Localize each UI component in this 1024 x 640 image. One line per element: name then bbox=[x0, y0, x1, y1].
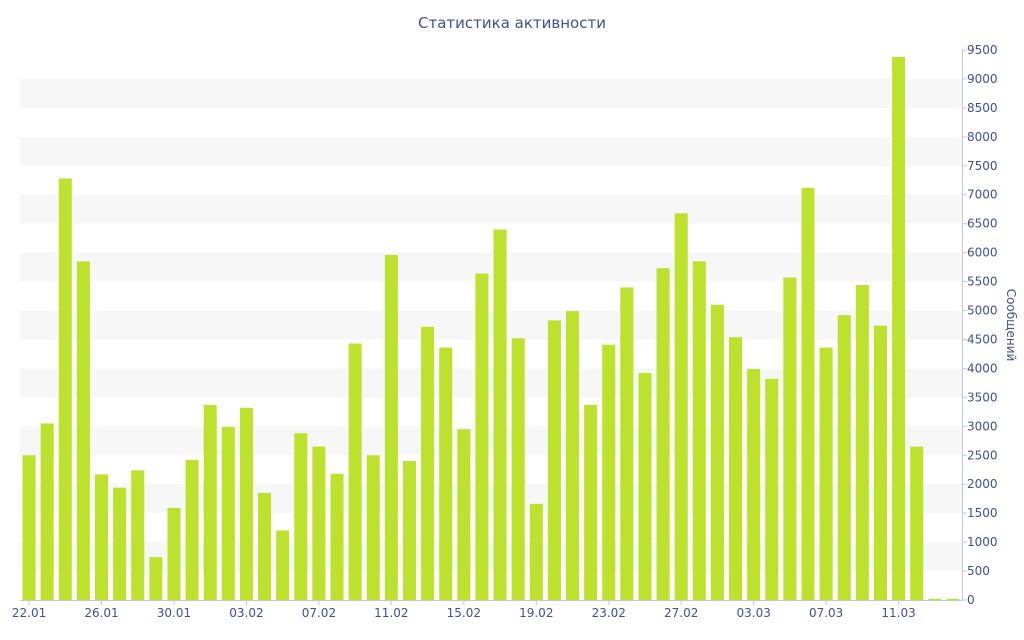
y-tick-label: 3500 bbox=[967, 390, 998, 404]
bar bbox=[511, 338, 525, 600]
bar bbox=[892, 56, 906, 600]
chart-title: Статистика активности bbox=[418, 14, 606, 32]
grid-band bbox=[20, 252, 962, 282]
y-tick-label: 8000 bbox=[967, 130, 998, 144]
y-tick-label: 5500 bbox=[967, 275, 998, 289]
grid-band bbox=[20, 194, 962, 224]
bar bbox=[692, 261, 706, 600]
x-tick-label: 03.03 bbox=[736, 606, 770, 620]
bar bbox=[656, 268, 670, 600]
x-tick-label: 22.01 bbox=[12, 606, 46, 620]
bar bbox=[167, 507, 181, 600]
bar bbox=[384, 254, 398, 600]
y-tick-label: 3000 bbox=[967, 419, 998, 433]
bar bbox=[95, 474, 109, 600]
grid-band bbox=[20, 310, 962, 340]
x-tick-label: 11.02 bbox=[374, 606, 408, 620]
bar bbox=[348, 343, 362, 600]
bar bbox=[421, 326, 435, 600]
grid-band bbox=[20, 136, 962, 166]
bar-series bbox=[22, 56, 960, 601]
bar bbox=[946, 598, 960, 600]
x-tick-label: 27.02 bbox=[664, 606, 698, 620]
y-tick-label: 1500 bbox=[967, 506, 998, 520]
bar bbox=[113, 487, 127, 600]
grid-band bbox=[20, 78, 962, 108]
y-tick-label: 9000 bbox=[967, 72, 998, 86]
bar bbox=[239, 407, 253, 600]
bar bbox=[837, 315, 851, 600]
y-tick-label: 6000 bbox=[967, 246, 998, 260]
bar bbox=[783, 277, 797, 600]
bar bbox=[765, 378, 779, 600]
bar bbox=[855, 285, 869, 600]
bar bbox=[928, 598, 942, 600]
bar bbox=[584, 404, 598, 600]
bar bbox=[22, 455, 36, 600]
x-tick-label: 03.02 bbox=[229, 606, 263, 620]
x-tick-label: 07.03 bbox=[809, 606, 843, 620]
y-tick-label: 6500 bbox=[967, 217, 998, 231]
bar bbox=[439, 347, 453, 600]
bar bbox=[566, 311, 580, 600]
bar bbox=[529, 503, 543, 600]
bar bbox=[457, 429, 471, 600]
bar bbox=[620, 287, 634, 600]
y-tick-label: 500 bbox=[967, 564, 990, 578]
bar bbox=[493, 229, 507, 600]
bar bbox=[729, 337, 743, 600]
y-tick-label: 8500 bbox=[967, 101, 998, 115]
bar bbox=[294, 433, 308, 600]
x-tick-label: 26.01 bbox=[84, 606, 118, 620]
bar bbox=[258, 492, 272, 600]
bar bbox=[475, 273, 489, 600]
bar bbox=[638, 373, 652, 600]
x-axis: 22.01 26.01 30.01 03.02 07.02 11.02 15.02 19.02… bbox=[12, 600, 916, 620]
bar bbox=[602, 344, 616, 600]
y-tick-label: 5000 bbox=[967, 304, 998, 318]
bar bbox=[203, 404, 217, 600]
bar bbox=[402, 461, 416, 600]
y-tick-label: 0 bbox=[967, 593, 975, 607]
bar bbox=[221, 426, 235, 600]
bar bbox=[185, 459, 199, 600]
bar bbox=[276, 530, 290, 600]
bar bbox=[58, 178, 72, 600]
x-tick-label: 23.02 bbox=[592, 606, 626, 620]
bar bbox=[330, 473, 344, 600]
bar bbox=[40, 423, 54, 600]
y-tick-label: 7000 bbox=[967, 188, 998, 202]
x-tick-label: 07.02 bbox=[302, 606, 336, 620]
y-tick-label: 9500 bbox=[967, 43, 998, 57]
x-tick-label: 19.02 bbox=[519, 606, 553, 620]
y-tick-label: 4500 bbox=[967, 332, 998, 346]
y-tick-label: 7500 bbox=[967, 159, 998, 173]
y-tick-label: 2000 bbox=[967, 477, 998, 491]
y-tick-label: 1000 bbox=[967, 535, 998, 549]
bar bbox=[747, 369, 761, 600]
bar bbox=[366, 455, 380, 600]
x-tick-label: 15.02 bbox=[447, 606, 481, 620]
y-tick-label: 4000 bbox=[967, 361, 998, 375]
y-axis: 0 500 1000 1500 2000 2500 3000 3500 4000 4500 5000… bbox=[962, 43, 998, 607]
y-axis-title: Сообщений bbox=[1004, 289, 1018, 362]
bar bbox=[910, 446, 924, 600]
bar bbox=[819, 347, 833, 600]
bar bbox=[801, 187, 815, 601]
x-tick-label: 11.03 bbox=[881, 606, 915, 620]
bar bbox=[873, 325, 887, 600]
bar bbox=[710, 304, 724, 600]
bar bbox=[674, 213, 688, 600]
bar bbox=[547, 320, 561, 600]
x-tick-label: 30.01 bbox=[157, 606, 191, 620]
bar bbox=[149, 557, 163, 600]
y-tick-label: 2500 bbox=[967, 448, 998, 462]
bar bbox=[312, 446, 326, 600]
bar bbox=[131, 470, 145, 600]
bar bbox=[76, 261, 90, 600]
